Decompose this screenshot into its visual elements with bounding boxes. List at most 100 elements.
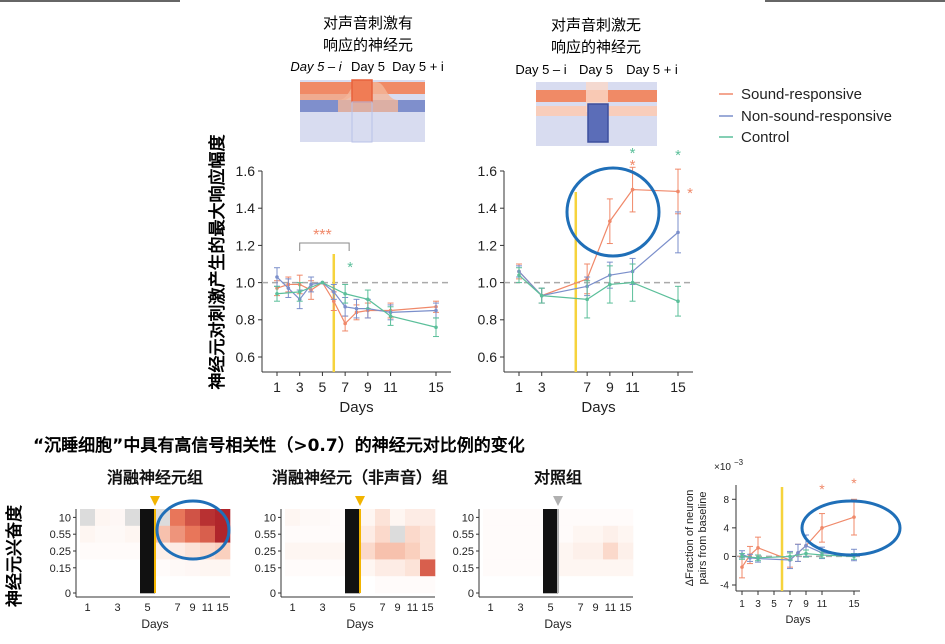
heatmap-y-tick-label: 0.25: [50, 546, 71, 558]
x-axis-label: Days: [339, 399, 373, 416]
heatmap-cell: [125, 525, 141, 543]
heatmap-cell: [80, 509, 96, 527]
heatmap-x-tick-label: 7: [577, 602, 583, 614]
heatmap-cell: [588, 509, 604, 527]
heatmap-cell: [330, 509, 346, 527]
heatmap-cell: [588, 525, 604, 543]
highlight-ellipse-right: [565, 166, 661, 258]
heatmap-cell: [80, 576, 96, 594]
heatmap-cell: [95, 576, 111, 594]
x-tick-label: 11: [383, 379, 398, 395]
heatmap-cell: [618, 576, 634, 594]
x-tick-label: 11: [625, 379, 640, 395]
schematic-right-title-2: 响应的神经元: [551, 38, 641, 56]
y-tick-label: 0.6: [236, 349, 256, 365]
heatmap-cell: [375, 576, 391, 594]
heatmap-cell: [95, 559, 111, 577]
heatmap-cell: [215, 576, 231, 594]
y-axis-label-1: ΔFraction of neuron: [684, 490, 696, 587]
heatmap-cell: [483, 559, 499, 577]
heatmap-y-tick-label: 0.55: [453, 529, 474, 541]
heatmap-cell: [375, 542, 391, 560]
heatmap-cell: [420, 509, 436, 527]
heatmap-x-label: Days: [141, 617, 168, 631]
x-tick-label: 5: [771, 599, 777, 610]
data-point-sound: [740, 565, 744, 569]
x-tick-label: 15: [670, 379, 686, 395]
star-sound-15: *: [687, 185, 693, 202]
heatmap-cell: [80, 525, 96, 543]
heatmap-cell: [405, 542, 421, 560]
heatmap-cell: [300, 509, 316, 527]
x-tick-label: 5: [319, 379, 327, 395]
heatmap-cell: [513, 559, 529, 577]
highlight-ellipse-fraction: [800, 499, 902, 557]
heatmap-cell: [360, 525, 376, 543]
data-point-nonsound: [286, 286, 291, 290]
heatmap-cell: [125, 576, 141, 594]
schematic-right-title-1: 对声音刺激无: [551, 16, 641, 34]
heatmap-cell: [110, 576, 126, 594]
x-tick-label: 7: [341, 379, 349, 395]
schematic-right: 对声音刺激无 响应的神经元 Day 5 – i Day 5 Day 5 + i: [515, 16, 678, 146]
heatmap-cell: [315, 525, 331, 543]
heatmap-cell: [528, 542, 544, 560]
data-point-sound: [331, 299, 336, 304]
heatmap-cell: [420, 525, 436, 543]
heatmap-cell: [185, 559, 201, 577]
heatmap-cell: [405, 525, 421, 543]
data-point-sound: [852, 515, 856, 519]
heatmap-cell: [390, 559, 406, 577]
heatmap-y-tick-label: 0.15: [255, 563, 276, 575]
heatmap-x-label: Days: [544, 617, 571, 631]
heatmap-cell: [558, 542, 574, 560]
heatmap-y-tick-label: 0.15: [453, 563, 474, 575]
heatmap-y-tick-label: 0.55: [50, 529, 71, 541]
heatmap-cell: [300, 542, 316, 560]
heatmap-cell: [285, 576, 301, 594]
x-axis-label: Days: [581, 399, 615, 416]
heatmap-cell: [405, 576, 421, 594]
heatmap-cell: [603, 525, 619, 543]
heatmap-cell: [603, 509, 619, 527]
heatmap-title: 消融神经元组: [107, 468, 203, 487]
heatmap-cell: [603, 576, 619, 594]
x-tick-label: 15: [428, 379, 444, 395]
star-sound-11: *: [819, 481, 825, 497]
data-point-control: [366, 297, 370, 302]
heatmap-cell: [588, 542, 604, 560]
heatmap-x-tick-label: 15: [619, 602, 631, 614]
y-tick-label: 1.4: [478, 200, 498, 216]
heatmap-cell: [588, 559, 604, 577]
heatmap-cell: [285, 509, 301, 527]
data-point-control: [630, 280, 635, 285]
x-tick-label: 3: [538, 379, 546, 395]
x-tick-label: 9: [803, 599, 809, 610]
heatmap-x-tick-label: 7: [379, 602, 385, 614]
heatmap-cell: [558, 525, 574, 543]
data-point-control: [740, 554, 744, 559]
x-axis-label: Days: [785, 614, 811, 626]
heatmap-cell: [588, 576, 604, 594]
series-line-control: [518, 274, 679, 302]
heatmap-title: 消融神经元（非声音）组: [272, 468, 448, 487]
y-tick-label: 1.6: [478, 163, 498, 179]
heatmap-cell: [80, 542, 96, 560]
heatmap-cell: [375, 525, 391, 543]
scale-exponent: −3: [734, 458, 744, 467]
heatmap-day5-column: [140, 509, 155, 593]
heatmap-cell: [375, 509, 391, 527]
heatmap-marker-triangle: [553, 496, 563, 506]
y-axis-label-2: pairs from baseline: [697, 492, 709, 585]
data-point-control: [820, 553, 824, 557]
heatmap-cell: [390, 542, 406, 560]
heatmap-cell: [558, 576, 574, 594]
heatmap-cell: [390, 509, 406, 527]
heatmap-cell: [498, 525, 514, 543]
heatmap-cell: [360, 542, 376, 560]
schematic-right-day-prev: Day 5 – i: [515, 62, 566, 77]
heatmap-cell: [170, 509, 186, 527]
data-point-sound: [343, 321, 347, 326]
heatmap-cell: [315, 559, 331, 577]
